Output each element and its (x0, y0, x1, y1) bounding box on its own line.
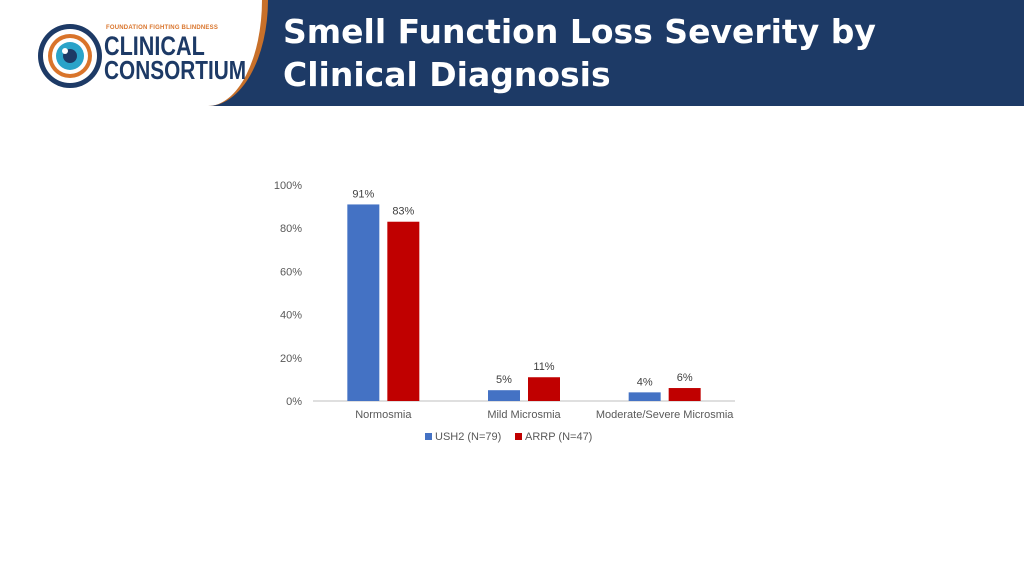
y-tick-label: 60% (280, 266, 302, 278)
eye-logo-icon (38, 24, 102, 88)
bar (488, 390, 520, 401)
x-tick-label: Moderate/Severe Microsmia (596, 409, 734, 421)
bar (347, 204, 380, 401)
data-label: 5% (496, 374, 512, 386)
bar (387, 221, 420, 401)
slide-title-line2: Clinical Diagnosis (283, 55, 611, 94)
legend-swatch (425, 433, 432, 440)
logo-panel: FOUNDATION FIGHTING BLINDNESS CLINICAL C… (0, 0, 268, 106)
data-label: 83% (392, 206, 414, 218)
legend-label: USH2 (N=79) (435, 431, 501, 443)
data-label: 4% (637, 376, 653, 388)
logo-consortium: CONSORTIUM (104, 55, 247, 85)
bar (628, 392, 661, 401)
legend-swatch (515, 433, 522, 440)
y-tick-label: 40% (280, 310, 302, 322)
y-tick-label: 100% (274, 180, 302, 192)
logo-tagline: FOUNDATION FIGHTING BLINDNESS (106, 25, 219, 31)
data-label: 11% (533, 361, 554, 373)
x-tick-label: Mild Microsmia (487, 409, 561, 421)
data-label: 91% (352, 188, 374, 200)
y-tick-label: 0% (286, 396, 302, 408)
y-tick-label: 20% (280, 353, 302, 365)
bar (668, 388, 701, 401)
slide-title-line1: Smell Function Loss Severity by (283, 12, 876, 51)
y-tick-label: 80% (280, 223, 302, 235)
x-tick-label: Normosmia (355, 409, 412, 421)
slide-title: Smell Function Loss Severity by Clinical… (283, 10, 1003, 96)
data-label: 6% (677, 372, 693, 384)
bar (528, 377, 560, 401)
logo-clinical: CLINICAL (104, 31, 205, 61)
legend-label: ARRP (N=47) (525, 431, 592, 443)
